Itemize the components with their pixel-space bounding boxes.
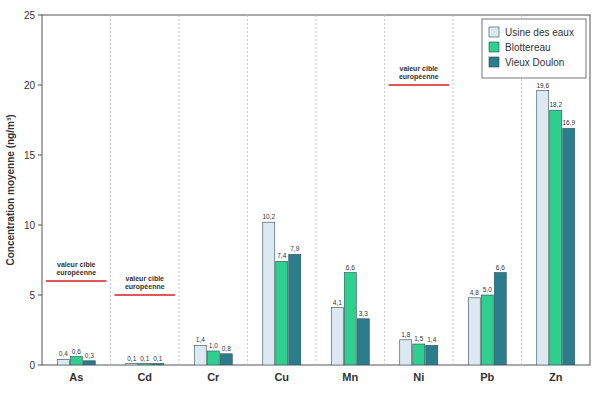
legend-label: Blottereau (505, 42, 551, 53)
x-tick-label: Cu (274, 371, 289, 383)
grid-line (110, 15, 111, 365)
target-line (46, 280, 107, 282)
bar (139, 364, 151, 365)
y-tick-label: 5 (29, 290, 35, 301)
bar (563, 128, 575, 365)
y-tick-label: 20 (24, 80, 36, 91)
y-tick-label: 10 (24, 220, 36, 231)
y-tick (38, 155, 42, 156)
x-tick-label: As (69, 371, 83, 383)
bar (57, 359, 69, 365)
bar (494, 273, 506, 365)
annotation-line: européenne (56, 269, 96, 277)
data-label: 6,6 (346, 264, 355, 271)
data-label: 1,5 (414, 335, 423, 342)
legend-label: Vieux Doulon (505, 57, 564, 68)
x-tick-label: Zn (549, 371, 563, 383)
y-tick-label: 25 (24, 10, 36, 21)
data-label: 0,8 (222, 345, 231, 352)
target-line (389, 84, 450, 86)
bar (289, 254, 301, 365)
data-label: 0,1 (153, 355, 162, 362)
x-tick-label: Pb (480, 371, 494, 383)
legend: Usine des eaux Blottereau Vieux Doulon (482, 19, 586, 78)
bar (126, 364, 138, 365)
data-label: 0,1 (127, 355, 136, 362)
bar (152, 364, 164, 365)
grid-line (384, 15, 385, 365)
data-label: 4,8 (470, 289, 479, 296)
bar (537, 91, 549, 365)
annotation-line: valeur cible (125, 275, 164, 282)
data-labels: 0,4 0,1 1,4 10,2 4,1 1,8 4,8 19,6 0,6 0,1 1,0 7,4 6,… (59, 82, 576, 362)
x-tick-label: Cd (137, 371, 152, 383)
annotation-line: européenne (399, 73, 439, 81)
bar (276, 261, 288, 365)
legend-label: Usine des eaux (505, 27, 574, 38)
plot-frame (42, 15, 590, 365)
data-label: 0,1 (140, 355, 149, 362)
chart: 0 5 10 15 20 25 Concentration moyenne (ng/m³) A… (0, 0, 600, 393)
data-label: 5,0 (483, 286, 492, 293)
bar (70, 357, 82, 365)
data-label: 3,3 (359, 310, 368, 317)
data-label: 0,3 (85, 352, 94, 359)
y-tick-label: 15 (24, 150, 36, 161)
grid-line (316, 15, 317, 365)
annotation-line: valeur cible (399, 65, 438, 72)
data-label: 0,6 (72, 348, 81, 355)
bar (481, 295, 493, 365)
data-label: 6,6 (496, 264, 505, 271)
data-label: 1,4 (427, 336, 436, 343)
data-label: 7,4 (277, 252, 286, 259)
bar (426, 345, 438, 365)
y-tick (38, 15, 42, 16)
x-tick-label: Cr (207, 371, 220, 383)
bar (550, 110, 562, 365)
y-tick (38, 225, 42, 226)
bar (468, 298, 480, 365)
data-label: 4,1 (333, 299, 342, 306)
bar (413, 344, 425, 365)
legend-swatch (489, 27, 499, 37)
grid-line (179, 15, 180, 365)
bars (57, 91, 575, 365)
data-label: 1,8 (401, 331, 410, 338)
grid-line (247, 15, 248, 365)
grid-line (453, 15, 454, 365)
data-label: 19,6 (536, 82, 549, 89)
data-label: 0,4 (59, 350, 68, 357)
annotation: valeur cibleeuropéenne (56, 261, 96, 277)
bar (194, 345, 206, 365)
y-tick-label: 0 (29, 360, 35, 371)
x-tick-label: Ni (413, 371, 424, 383)
bar (83, 361, 95, 365)
y-axis-label: Concentration moyenne (ng/m³) (5, 114, 16, 265)
data-label: 16,9 (562, 119, 575, 126)
annotation-line: européenne (125, 283, 165, 291)
y-tick (38, 85, 42, 86)
bar (220, 354, 232, 365)
bar (263, 222, 275, 365)
bar (207, 351, 219, 365)
data-label: 1,0 (209, 342, 218, 349)
data-label: 7,9 (290, 245, 299, 252)
bar (400, 340, 412, 365)
data-label: 1,4 (196, 336, 205, 343)
bar (357, 319, 369, 365)
data-label: 18,2 (549, 101, 562, 108)
annotation: valeur cibleeuropéenne (125, 275, 165, 291)
data-label: 10,2 (262, 213, 275, 220)
target-line (115, 294, 176, 296)
y-tick (38, 295, 42, 296)
bar (344, 273, 356, 365)
legend-swatch (489, 57, 499, 67)
y-tick (38, 365, 42, 366)
annotation-line: valeur cible (57, 261, 96, 268)
x-tick-label: Mn (342, 371, 358, 383)
legend-box (482, 19, 586, 78)
annotation: valeur cibleeuropéenne (399, 65, 439, 81)
legend-swatch (489, 42, 499, 52)
bar (331, 308, 343, 365)
